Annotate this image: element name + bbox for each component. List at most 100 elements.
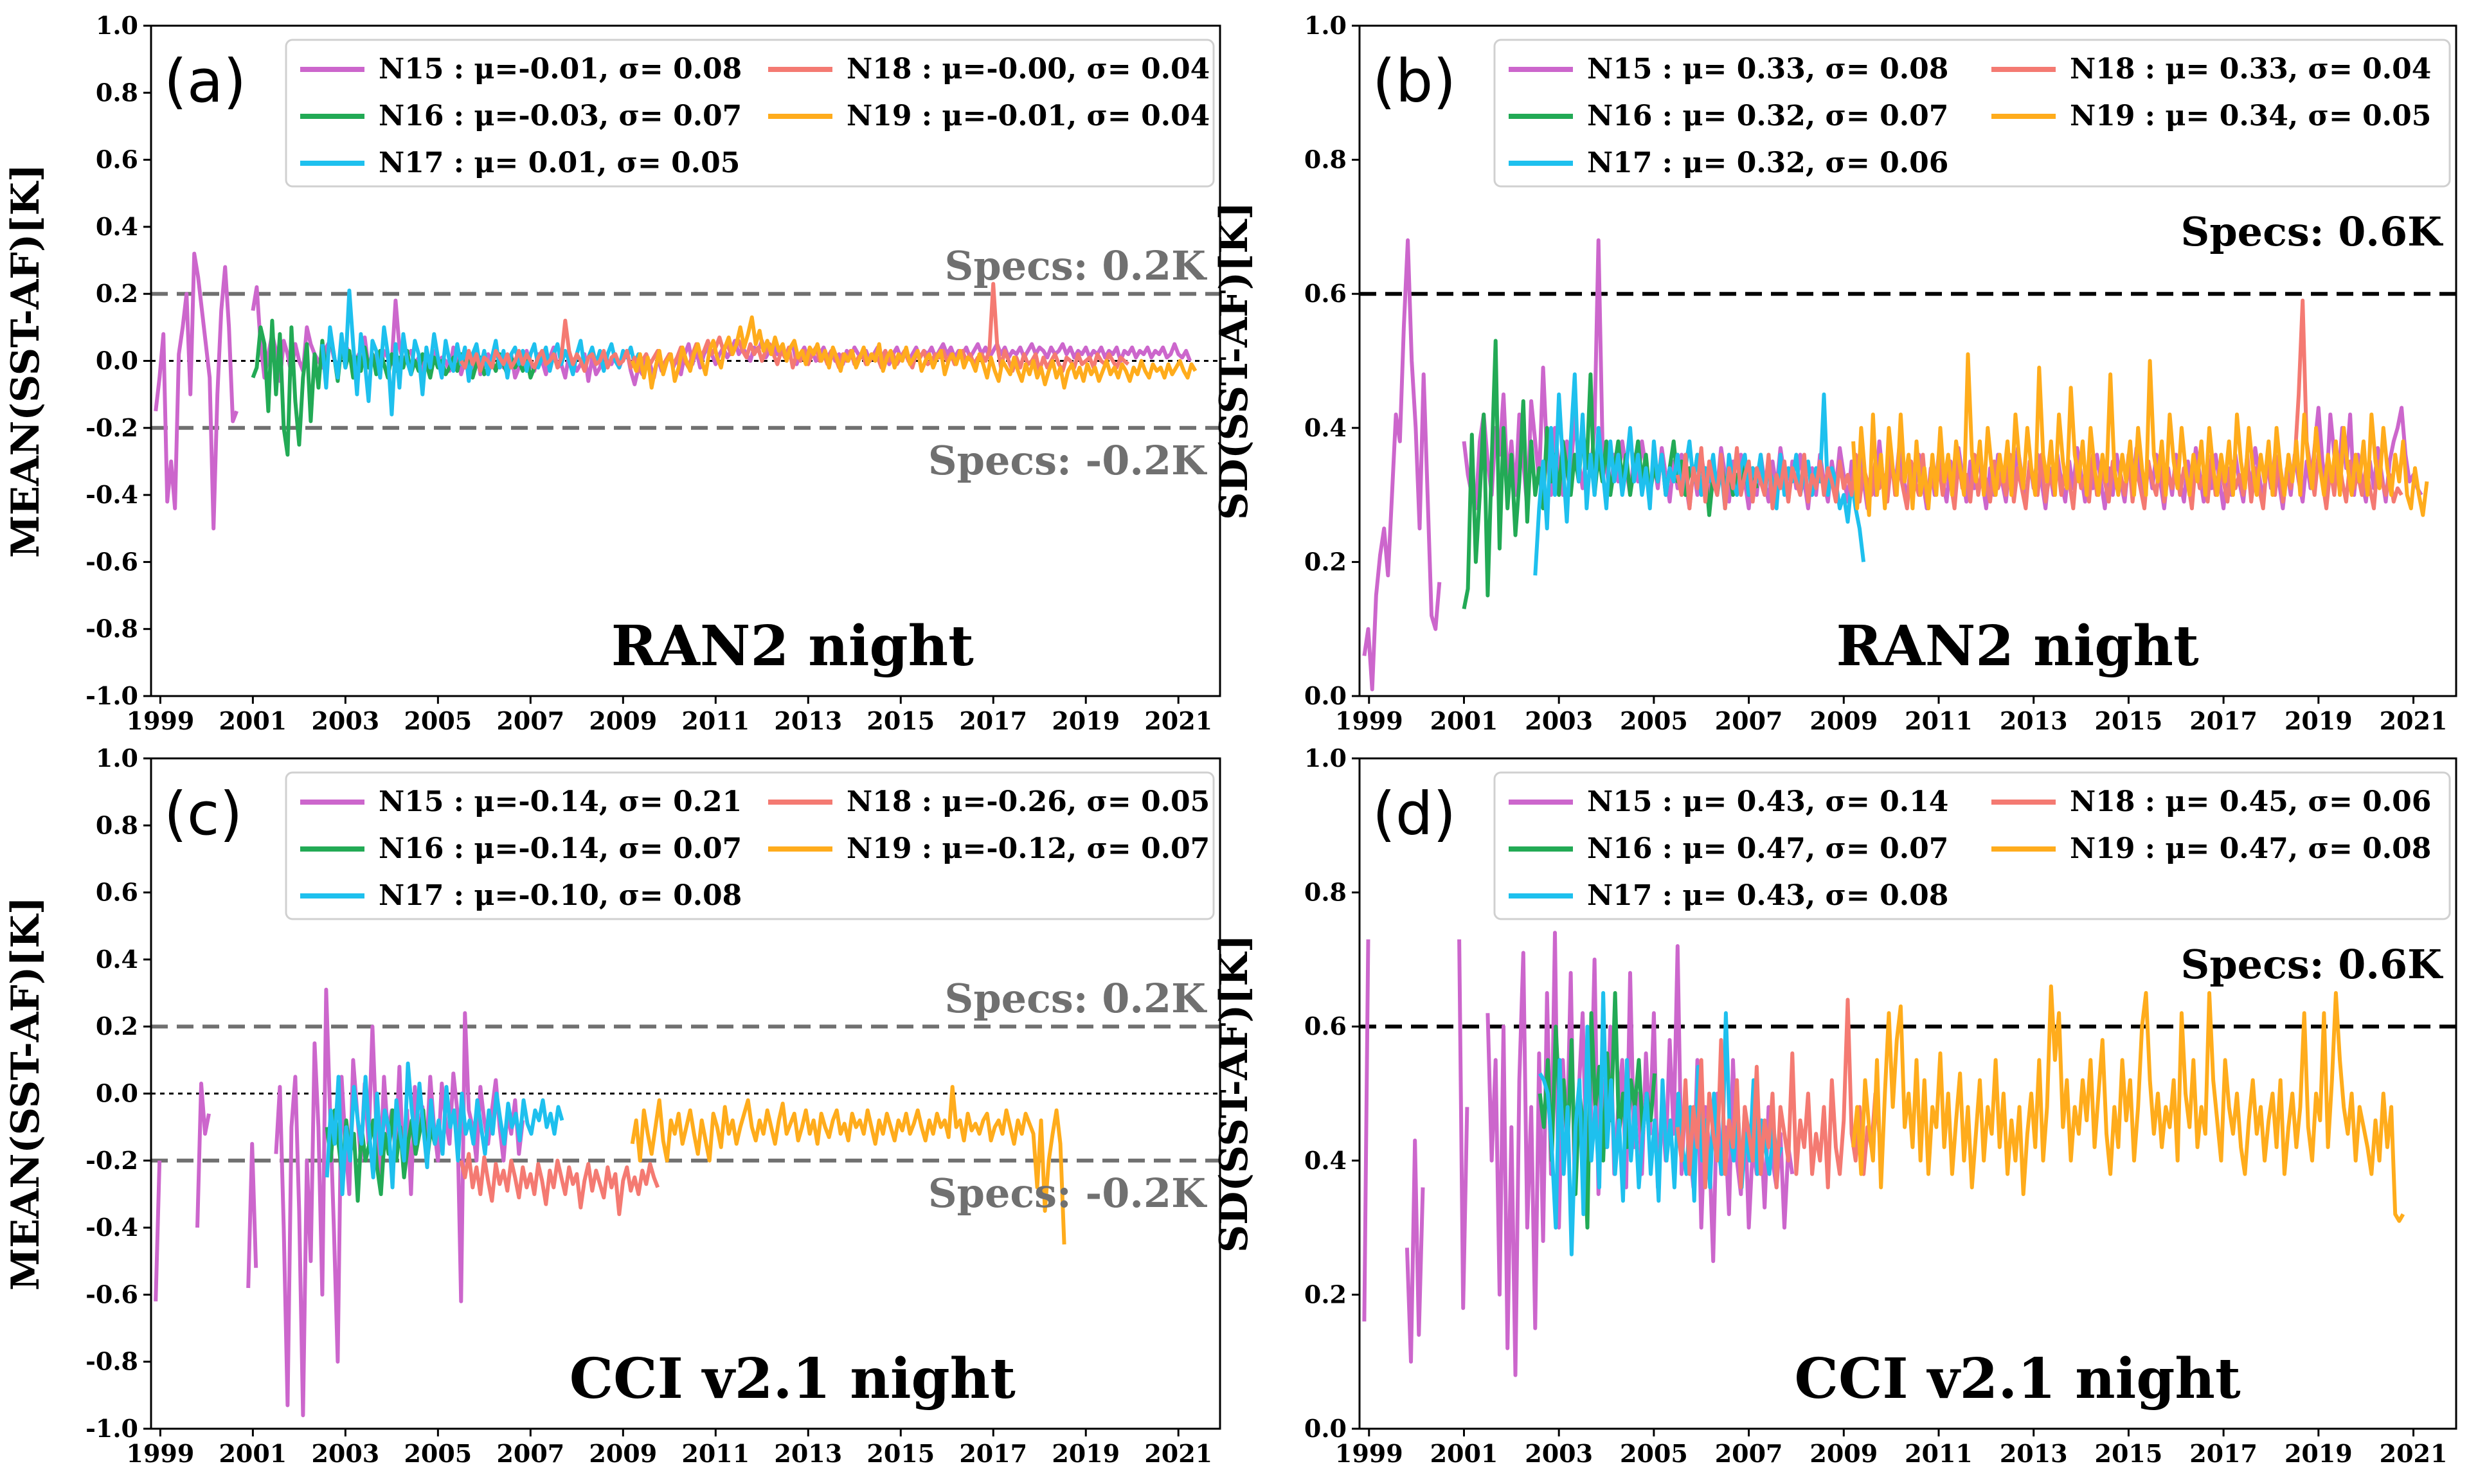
x-tick-label: 2013 xyxy=(2000,1439,2068,1468)
x-tick-label: 2007 xyxy=(1715,706,1783,735)
legend-entry-N19: N19 : μ= 0.47, σ= 0.08 xyxy=(2070,832,2431,865)
y-tick-label: 0.4 xyxy=(1304,413,1347,442)
x-tick-label: 2013 xyxy=(774,1439,842,1468)
legend-entry-N18: N18 : μ= 0.45, σ= 0.06 xyxy=(2070,785,2431,818)
legend-entry-N17: N17 : μ= 0.43, σ= 0.08 xyxy=(1587,879,1948,912)
y-tick-label: 0.8 xyxy=(96,810,138,839)
legend-entry-N15: N15 : μ=-0.01, σ= 0.08 xyxy=(379,53,742,85)
series-line-N15 xyxy=(154,1160,162,1301)
x-tick-label: 2021 xyxy=(2380,706,2448,735)
spec-label: Specs: 0.2K xyxy=(945,975,1208,1022)
dataset-label: CCI v2.1 night xyxy=(1795,1346,2241,1411)
x-tick-label: 2005 xyxy=(404,1439,472,1468)
legend-entry-N19: N19 : μ=-0.01, σ= 0.04 xyxy=(847,100,1210,132)
y-tick-label: -0.8 xyxy=(85,614,138,643)
series-group xyxy=(1362,238,2429,692)
y-tick-label: -0.6 xyxy=(85,547,138,576)
legend-box xyxy=(285,39,1215,188)
x-tick-label: 2021 xyxy=(1144,706,1212,735)
x-tick-label: 2009 xyxy=(589,1439,657,1468)
legend-entry-N16: N16 : μ=-0.03, σ= 0.07 xyxy=(379,100,742,132)
y-tick-label: -1.0 xyxy=(85,1414,138,1443)
series-line-N17 xyxy=(320,289,644,416)
y-axis-label: SD(SST-AF)[K] xyxy=(1212,202,1257,520)
x-tick-label: 2013 xyxy=(2000,706,2068,735)
legend-entry-N16: N16 : μ=-0.14, σ= 0.07 xyxy=(379,832,742,865)
legend-entry-N15: N15 : μ= 0.33, σ= 0.08 xyxy=(1587,53,1948,85)
x-tick-label: 2009 xyxy=(589,706,657,735)
y-axis-label: MEAN(SST-AF)[K] xyxy=(3,164,48,558)
series-line-N15 xyxy=(1457,939,1469,1310)
y-tick-label: 0.8 xyxy=(1304,145,1347,174)
panel-label: (d) xyxy=(1372,780,1456,848)
x-tick-label: 2003 xyxy=(1525,706,1593,735)
spec-label: Specs: 0.6K xyxy=(2181,208,2444,255)
x-tick-label: 2017 xyxy=(959,706,1027,735)
y-tick-label: 0.0 xyxy=(1304,681,1347,710)
y-tick-label: 1.0 xyxy=(96,744,138,773)
x-tick-label: 1999 xyxy=(1335,1439,1403,1468)
series-line-N15 xyxy=(154,251,239,531)
series-group xyxy=(154,251,1198,531)
dataset-label: RAN2 night xyxy=(1836,614,2199,679)
chart-panel-2: -1.0 -0.8 -0.6 -0.4 -0.2 0.0 0.2 0.4 0.6 0.8 1.0 19… xyxy=(3,744,1221,1468)
x-tick-label: 2003 xyxy=(311,1439,379,1468)
x-tick-label: 1999 xyxy=(127,1439,195,1468)
x-tick-label: 2021 xyxy=(2380,1439,2448,1468)
series-line-N15 xyxy=(1405,1138,1425,1364)
x-tick-label: 2019 xyxy=(1052,1439,1120,1468)
spec-label: Specs: -0.2K xyxy=(928,437,1207,484)
y-tick-label: 0.0 xyxy=(96,1079,138,1108)
spec-label: Specs: -0.2K xyxy=(928,1170,1207,1217)
x-tick-label: 2017 xyxy=(2189,1439,2258,1468)
y-tick-label: -0.4 xyxy=(85,480,138,509)
chart-panel-3: 0.0 0.2 0.4 0.6 0.8 1.0 1999 2001 2003 2005 2007 20… xyxy=(1212,744,2457,1468)
x-tick-label: 2015 xyxy=(866,1439,935,1468)
spec-label: Specs: 0.6K xyxy=(2181,941,2444,988)
chart-panel-1: 0.0 0.2 0.4 0.6 0.8 1.0 1999 2001 2003 2005 2007 20… xyxy=(1212,11,2457,735)
y-tick-label: 0.4 xyxy=(96,945,138,974)
y-axis-label: MEAN(SST-AF)[K] xyxy=(3,897,48,1291)
series-line-N15 xyxy=(246,1141,258,1289)
series-line-N19 xyxy=(1851,352,2429,517)
panel-label: (b) xyxy=(1372,47,1456,116)
series-line-N18 xyxy=(1675,997,1881,1190)
series-group xyxy=(1362,931,2405,1377)
legend-entry-N18: N18 : μ=-0.26, σ= 0.05 xyxy=(847,785,1210,818)
legend-entry-N15: N15 : μ=-0.14, σ= 0.21 xyxy=(379,785,742,818)
legend-entry-N19: N19 : μ=-0.12, σ= 0.07 xyxy=(847,832,1210,865)
x-tick-label: 2015 xyxy=(2095,1439,2163,1468)
x-tick-label: 1999 xyxy=(1335,706,1403,735)
x-tick-label: 2017 xyxy=(2189,706,2258,735)
y-tick-label: 0.2 xyxy=(1304,1280,1347,1309)
y-tick-label: 0.4 xyxy=(96,212,138,241)
legend-entry-N15: N15 : μ= 0.43, σ= 0.14 xyxy=(1587,785,1948,818)
x-tick-label: 2001 xyxy=(1430,1439,1498,1468)
x-tick-label: 2007 xyxy=(1715,1439,1783,1468)
y-tick-label: 0.0 xyxy=(1304,1414,1347,1443)
y-tick-label: -0.2 xyxy=(85,1146,138,1175)
x-tick-label: 1999 xyxy=(127,706,195,735)
y-tick-label: -0.8 xyxy=(85,1347,138,1376)
x-tick-label: 2005 xyxy=(1620,706,1688,735)
legend-entry-N17: N17 : μ= 0.32, σ= 0.06 xyxy=(1587,147,1948,179)
series-line-N19 xyxy=(1851,984,2405,1223)
series-group xyxy=(154,987,1066,1418)
legend-box xyxy=(285,771,1215,920)
y-tick-label: 0.2 xyxy=(1304,547,1347,576)
x-tick-label: 2019 xyxy=(2285,1439,2353,1468)
legend-entry-N18: N18 : μ= 0.33, σ= 0.04 xyxy=(2070,53,2431,85)
x-tick-label: 2001 xyxy=(219,1439,287,1468)
y-tick-label: 1.0 xyxy=(1304,744,1347,773)
spec-label: Specs: 0.2K xyxy=(945,242,1208,289)
dataset-label: RAN2 night xyxy=(611,614,974,679)
series-line-N18 xyxy=(459,1152,660,1217)
x-tick-label: 2011 xyxy=(681,1439,750,1468)
x-tick-label: 2003 xyxy=(1525,1439,1593,1468)
plot-frame xyxy=(1358,757,2457,1430)
y-tick-label: 0.6 xyxy=(96,878,138,907)
y-tick-label: 0.6 xyxy=(1304,1012,1347,1041)
legend-entry-N16: N16 : μ= 0.47, σ= 0.07 xyxy=(1587,832,1948,865)
y-tick-label: 0.2 xyxy=(96,279,138,308)
